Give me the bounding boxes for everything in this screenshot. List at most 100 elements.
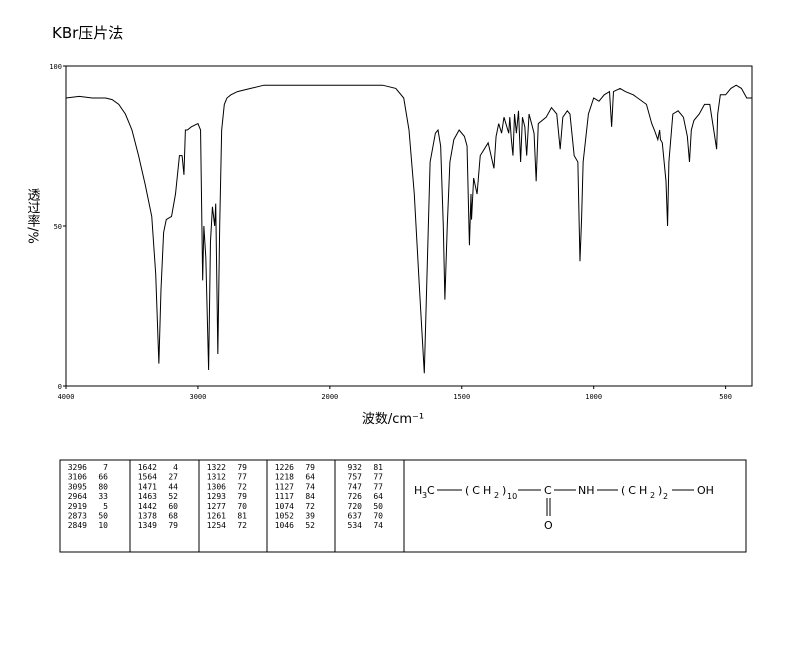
table-transmittance: 72 bbox=[237, 482, 247, 491]
table-wavenumber: 1642 bbox=[138, 463, 157, 472]
structure-text: ) bbox=[658, 484, 662, 497]
table-transmittance: 64 bbox=[373, 492, 383, 501]
table-transmittance: 80 bbox=[98, 482, 108, 491]
structure-text: (CH bbox=[621, 484, 650, 497]
x-tick-label: 2000 bbox=[321, 393, 338, 401]
table-wavenumber: 747 bbox=[348, 482, 363, 491]
y-tick-label: 0 bbox=[58, 383, 62, 391]
table-transmittance: 77 bbox=[373, 482, 383, 491]
table-wavenumber: 757 bbox=[348, 473, 363, 482]
table-transmittance: 77 bbox=[237, 473, 247, 482]
table-transmittance: 74 bbox=[373, 521, 383, 530]
table-frame bbox=[59, 459, 747, 553]
table-transmittance: 72 bbox=[305, 502, 315, 511]
structure-text: O bbox=[544, 519, 553, 532]
table-wavenumber: 534 bbox=[348, 521, 363, 530]
table-wavenumber: 2919 bbox=[68, 502, 87, 511]
x-axis-label: 波数/cm⁻¹ bbox=[362, 412, 424, 427]
table-transmittance: 81 bbox=[237, 512, 247, 521]
x-tick-label: 500 bbox=[719, 393, 732, 401]
table-wavenumber: 2873 bbox=[68, 512, 87, 521]
table-wavenumber: 1312 bbox=[207, 473, 226, 482]
table-transmittance: 81 bbox=[373, 463, 383, 472]
table-wavenumber: 1564 bbox=[138, 473, 157, 482]
table-transmittance: 27 bbox=[168, 473, 178, 482]
table-transmittance: 7 bbox=[103, 463, 108, 472]
table-transmittance: 52 bbox=[305, 521, 315, 530]
table-transmittance: 74 bbox=[305, 482, 315, 491]
table-wavenumber: 1349 bbox=[138, 521, 157, 530]
chart-title: KBr压片法 bbox=[52, 24, 123, 42]
structure: H 3 C (CH 2 ) 10 C O NH (CH 2 ) 2 OH bbox=[414, 484, 714, 532]
table-wavenumber: 1074 bbox=[275, 502, 294, 511]
structure-sub: 2 bbox=[650, 491, 655, 500]
x-tick-label: 3000 bbox=[189, 393, 206, 401]
table-wavenumber: 932 bbox=[348, 463, 363, 472]
structure-text: C bbox=[427, 484, 435, 497]
structure-text: ) bbox=[502, 484, 506, 497]
table-transmittance: 39 bbox=[305, 512, 315, 521]
table-transmittance: 60 bbox=[168, 502, 178, 511]
table-transmittance: 44 bbox=[168, 482, 178, 491]
structure-text: H bbox=[414, 484, 422, 497]
structure-sub: 10 bbox=[507, 492, 517, 501]
table-transmittance: 66 bbox=[98, 473, 108, 482]
structure-sub: 2 bbox=[494, 491, 499, 500]
table-wavenumber: 1226 bbox=[275, 463, 294, 472]
x-tick-label: 1500 bbox=[453, 393, 470, 401]
table-transmittance: 64 bbox=[305, 473, 315, 482]
table-wavenumber: 1261 bbox=[207, 512, 226, 521]
structure-sub: 3 bbox=[422, 491, 427, 500]
table-wavenumber: 1218 bbox=[275, 473, 294, 482]
table-transmittance: 79 bbox=[305, 463, 315, 472]
y-axis-label: 透过率/% bbox=[25, 188, 41, 244]
table-wavenumber: 1378 bbox=[138, 512, 157, 521]
table-transmittance: 50 bbox=[373, 502, 383, 511]
table-wavenumber: 3095 bbox=[68, 482, 87, 491]
table-wavenumber: 1471 bbox=[138, 482, 157, 491]
table-wavenumber: 1046 bbox=[275, 521, 294, 530]
table-wavenumber: 1277 bbox=[207, 502, 226, 511]
table-transmittance: 79 bbox=[237, 463, 247, 472]
table-transmittance: 79 bbox=[237, 492, 247, 501]
structure-sub: 2 bbox=[663, 492, 668, 501]
table-transmittance: 77 bbox=[373, 473, 383, 482]
table-wavenumber: 2964 bbox=[68, 492, 87, 501]
x-tick-label: 1000 bbox=[585, 393, 602, 401]
table-wavenumber: 1322 bbox=[207, 463, 226, 472]
table-wavenumber: 2849 bbox=[68, 521, 87, 530]
table-wavenumber: 720 bbox=[348, 502, 363, 511]
table-wavenumber: 1117 bbox=[275, 492, 294, 501]
table-wavenumber: 1052 bbox=[275, 512, 294, 521]
structure-text: C bbox=[544, 484, 552, 497]
table-wavenumber: 3106 bbox=[68, 473, 87, 482]
table-transmittance: 4 bbox=[173, 463, 178, 472]
table-wavenumber: 1442 bbox=[138, 502, 157, 511]
table-transmittance: 70 bbox=[237, 502, 247, 511]
table-transmittance: 72 bbox=[237, 521, 247, 530]
structure-text: (CH bbox=[465, 484, 494, 497]
table-wavenumber: 1293 bbox=[207, 492, 226, 501]
table-wavenumber: 637 bbox=[348, 512, 363, 521]
table-wavenumber: 3296 bbox=[68, 463, 87, 472]
table-wavenumber: 1306 bbox=[207, 482, 226, 491]
table-transmittance: 70 bbox=[373, 512, 383, 521]
spectrum-line bbox=[65, 84, 752, 374]
y-tick-label: 50 bbox=[54, 223, 62, 231]
table-transmittance: 50 bbox=[98, 512, 108, 521]
table-wavenumber: 1127 bbox=[275, 482, 294, 491]
table-transmittance: 68 bbox=[168, 512, 178, 521]
table-transmittance: 10 bbox=[98, 521, 108, 530]
table-transmittance: 84 bbox=[305, 492, 315, 501]
table-wavenumber: 1463 bbox=[138, 492, 157, 501]
table-wavenumber: 1254 bbox=[207, 521, 226, 530]
x-tick-label: 4000 bbox=[58, 393, 75, 401]
table-transmittance: 5 bbox=[103, 502, 108, 511]
structure-text: OH bbox=[697, 484, 714, 497]
y-tick-label: 100 bbox=[49, 63, 62, 71]
table-transmittance: 52 bbox=[168, 492, 178, 501]
table-transmittance: 33 bbox=[98, 492, 108, 501]
structure-text: NH bbox=[578, 484, 595, 497]
table-transmittance: 79 bbox=[168, 521, 178, 530]
